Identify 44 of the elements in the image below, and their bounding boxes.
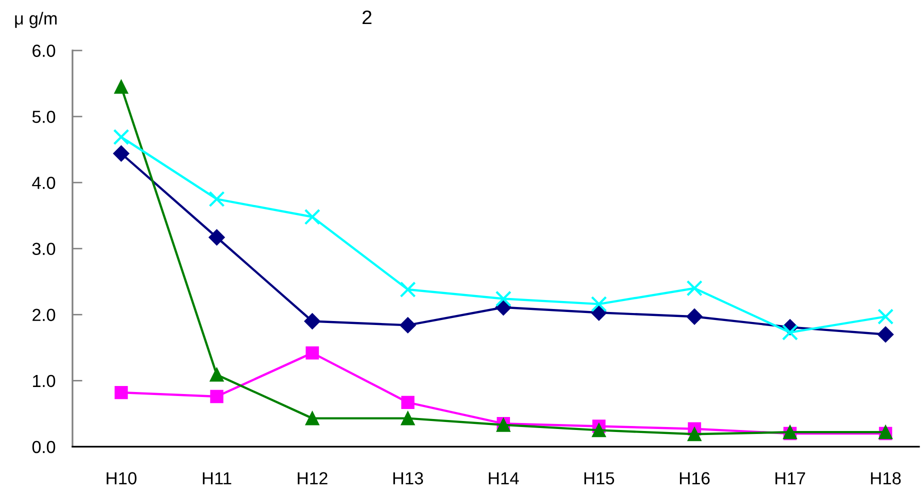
x-tick-label: H14 — [488, 472, 519, 484]
y-tick-label: 6.0 — [32, 44, 56, 57]
x-tick-label: H13 — [393, 472, 424, 484]
x-tick-label: H15 — [584, 472, 614, 484]
x-tick-label: H11 — [202, 472, 232, 484]
y-tick-label: 4.0 — [32, 176, 56, 190]
point — [686, 280, 703, 296]
text: 2 — [362, 10, 372, 24]
x-tick-label: H16 — [680, 472, 710, 484]
point — [208, 191, 225, 208]
point — [400, 411, 415, 426]
point — [878, 308, 894, 325]
point — [400, 281, 416, 298]
point — [401, 396, 414, 410]
point — [878, 326, 894, 343]
point — [495, 290, 512, 307]
x-tick-label: H17 — [776, 472, 806, 484]
point — [208, 229, 225, 246]
point — [113, 128, 130, 146]
point — [782, 324, 798, 341]
y-tick-label: 0.0 — [32, 440, 56, 454]
point — [400, 317, 416, 334]
point — [304, 313, 320, 330]
x-tick-label: H12 — [298, 472, 328, 484]
point — [210, 368, 224, 382]
x-tick-label: H10 — [106, 472, 136, 484]
point — [686, 308, 703, 325]
point — [495, 299, 512, 316]
point — [114, 386, 128, 400]
point — [305, 411, 320, 426]
point — [113, 145, 130, 162]
y-tick-label: 2.0 — [32, 308, 56, 322]
point — [210, 390, 224, 404]
point — [592, 423, 606, 438]
y-tick-label: 5.0 — [32, 110, 56, 123]
point — [114, 80, 128, 94]
point — [306, 346, 319, 360]
x-tick-label: H18 — [871, 472, 901, 484]
y-tick-label: 3.0 — [32, 242, 56, 256]
y-axis-title: μ g/m — [15, 12, 57, 28]
point — [688, 427, 702, 442]
point — [590, 296, 607, 312]
point — [304, 208, 320, 225]
y-tick-label: 1.0 — [33, 374, 56, 388]
